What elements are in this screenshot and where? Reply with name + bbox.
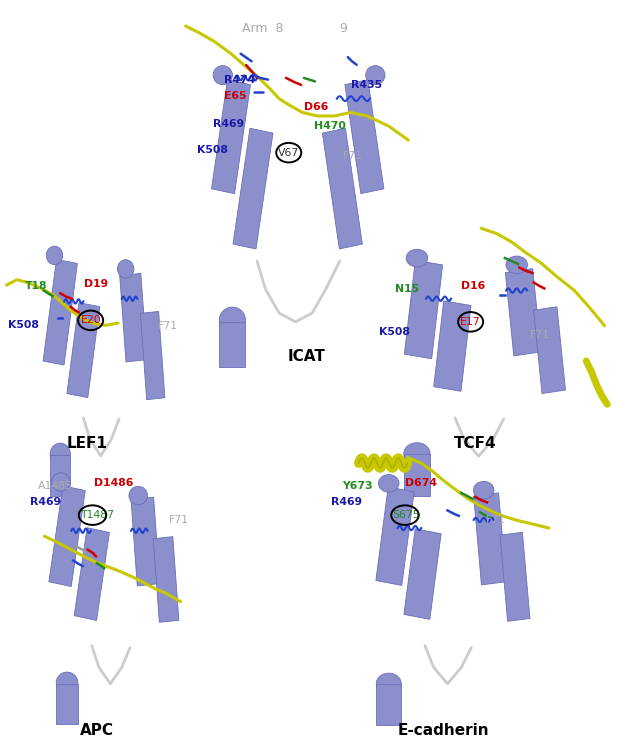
- Polygon shape: [506, 268, 541, 356]
- Polygon shape: [534, 307, 566, 393]
- Polygon shape: [67, 303, 100, 398]
- Ellipse shape: [129, 487, 148, 505]
- Polygon shape: [50, 455, 71, 496]
- Polygon shape: [404, 260, 442, 359]
- Text: D674: D674: [405, 478, 437, 488]
- Polygon shape: [43, 259, 78, 365]
- Polygon shape: [233, 129, 273, 249]
- Text: E17: E17: [460, 317, 481, 327]
- Text: V67: V67: [278, 147, 299, 158]
- Ellipse shape: [376, 673, 401, 694]
- Polygon shape: [211, 80, 251, 194]
- Text: F71: F71: [530, 330, 550, 341]
- Text: F71: F71: [169, 515, 189, 526]
- Text: D66: D66: [304, 102, 328, 112]
- Ellipse shape: [56, 672, 78, 694]
- Ellipse shape: [118, 259, 134, 278]
- Text: T1487: T1487: [80, 510, 114, 520]
- Polygon shape: [74, 528, 109, 620]
- Ellipse shape: [379, 475, 399, 493]
- Ellipse shape: [474, 481, 494, 499]
- Text: R435: R435: [351, 80, 382, 90]
- Text: K508: K508: [8, 320, 39, 330]
- Text: E65: E65: [224, 91, 246, 102]
- Polygon shape: [219, 322, 246, 367]
- Polygon shape: [376, 684, 401, 725]
- Polygon shape: [322, 129, 362, 249]
- Text: H470: H470: [314, 121, 346, 132]
- Polygon shape: [474, 493, 506, 585]
- Text: T18: T18: [25, 280, 48, 291]
- Text: TCF4: TCF4: [454, 436, 496, 451]
- Polygon shape: [404, 453, 430, 496]
- Text: F71: F71: [158, 321, 178, 332]
- Text: N15: N15: [395, 284, 419, 294]
- Ellipse shape: [50, 443, 71, 465]
- Polygon shape: [131, 497, 160, 586]
- Ellipse shape: [404, 443, 430, 465]
- Text: R469: R469: [213, 119, 244, 129]
- Polygon shape: [56, 684, 78, 724]
- Text: D16: D16: [461, 280, 486, 291]
- Text: A1485: A1485: [38, 481, 72, 491]
- Text: Y673: Y673: [342, 481, 373, 491]
- Ellipse shape: [506, 256, 528, 274]
- Ellipse shape: [406, 249, 428, 267]
- Text: D19: D19: [84, 279, 108, 290]
- Text: R474: R474: [224, 75, 255, 86]
- Text: ICAT: ICAT: [288, 349, 325, 364]
- Ellipse shape: [366, 65, 385, 85]
- Text: F71: F71: [342, 151, 362, 162]
- Polygon shape: [120, 274, 147, 362]
- Polygon shape: [49, 486, 85, 587]
- Text: F71: F71: [486, 515, 506, 526]
- Polygon shape: [404, 529, 441, 620]
- Ellipse shape: [46, 246, 63, 265]
- Polygon shape: [376, 487, 414, 586]
- Ellipse shape: [213, 65, 232, 85]
- Text: APC: APC: [80, 723, 114, 738]
- Text: E-cadherin: E-cadherin: [398, 723, 489, 738]
- Ellipse shape: [219, 307, 246, 333]
- Text: LEF1: LEF1: [67, 436, 108, 451]
- Text: D1486: D1486: [94, 478, 133, 488]
- Text: Arm  8: Arm 8: [242, 22, 284, 35]
- Text: 9: 9: [339, 22, 348, 35]
- Polygon shape: [153, 537, 179, 623]
- Text: R469: R469: [30, 497, 61, 508]
- Text: E20: E20: [81, 315, 102, 326]
- Text: K508: K508: [379, 327, 409, 338]
- Polygon shape: [345, 80, 384, 194]
- Text: S675: S675: [392, 510, 420, 520]
- Polygon shape: [434, 301, 471, 391]
- Text: R469: R469: [331, 497, 362, 508]
- Polygon shape: [500, 532, 530, 621]
- Ellipse shape: [52, 473, 70, 491]
- Text: K508: K508: [197, 145, 228, 156]
- Polygon shape: [141, 311, 165, 399]
